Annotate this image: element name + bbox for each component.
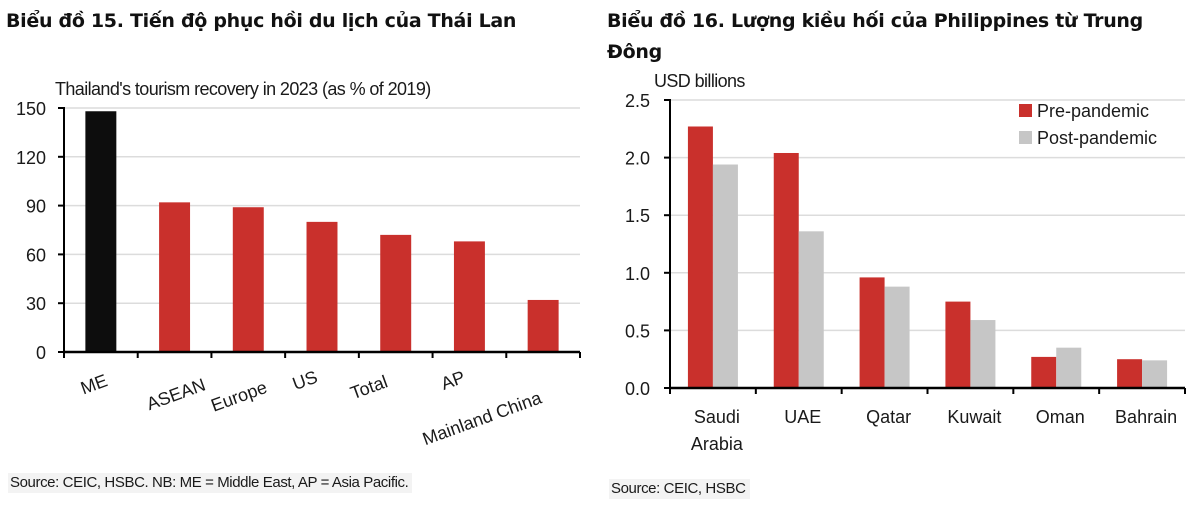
y-tick-label: 30 [26, 294, 46, 314]
chart-15-plot: 0 30 60 90 120 150 ME ASEAN Europe US Total APMainl… [16, 99, 581, 449]
chart-15-source: Source: CEIC, HSBC. NB: ME = Middle East… [8, 473, 413, 493]
bar-pre-pandemic-saudi-arabia [687, 126, 713, 388]
bar-post-pandemic-bahrain [1142, 360, 1168, 388]
x-category-label: Europe [208, 377, 269, 416]
bar-total [380, 234, 412, 352]
y-tick-label: 2.5 [625, 91, 650, 111]
x-category-label: US [290, 367, 320, 394]
bar-post-pandemic-saudi-arabia [712, 164, 738, 388]
bar-europe [232, 207, 264, 352]
bar-ap [453, 241, 485, 352]
chart-16-plot: 0.0 0.5 1.0 1.5 2.0 2.5 Saudi Arabia UAE Qatar Kuw… [625, 91, 1186, 454]
legend-swatch-pre-pandemic [1019, 104, 1032, 117]
y-tick-label: 0.5 [625, 321, 650, 341]
bar-mainland-china [527, 299, 559, 352]
x-category-label: Oman [1036, 407, 1085, 427]
legend-label: Pre-pandemic [1037, 101, 1149, 121]
bar-pre-pandemic-bahrain [1117, 359, 1143, 388]
chart-15-title: Thailand's tourism recovery in 2023 (as … [55, 79, 431, 99]
bar-me [85, 111, 117, 353]
bar-pre-pandemic-qatar [859, 277, 885, 388]
x-category-label: Saudi Arabia [691, 407, 744, 454]
bar-asean [159, 202, 191, 352]
x-category-label: Bahrain [1115, 407, 1177, 427]
x-category-label: Mainland China [420, 387, 545, 449]
chart-15-heading: Biểu đồ 15. Tiến độ phục hồi du lịch của… [6, 10, 517, 32]
y-tick-label: 90 [26, 197, 46, 217]
chart-16-heading: Biểu đồ 16. Lượng kiều hối của Philippin… [607, 10, 1143, 63]
x-category-label: Qatar [866, 407, 911, 427]
bar-post-pandemic-kuwait [970, 320, 996, 388]
x-category-label: UAE [784, 407, 821, 427]
legend-label: Post-pandemic [1037, 128, 1157, 148]
chart-16-unit-label: USD billions [654, 71, 745, 91]
bar-post-pandemic-uae [798, 231, 824, 388]
bar-us [306, 221, 338, 352]
y-tick-label: 120 [16, 148, 46, 168]
y-tick-label: 1.0 [625, 264, 650, 284]
x-category-label: Kuwait [947, 407, 1001, 427]
y-tick-label: 60 [26, 245, 46, 265]
y-tick-label: 150 [16, 99, 46, 119]
y-tick-label: 2.0 [625, 149, 650, 169]
bar-post-pandemic-oman [1056, 347, 1082, 388]
x-category-label: Total [348, 371, 391, 403]
bar-post-pandemic-qatar [884, 286, 910, 388]
x-category-label: ASEAN [144, 375, 208, 415]
legend: Pre-pandemic Post-pandemic [1019, 101, 1157, 148]
chart-16-source: Source: CEIC, HSBC [609, 479, 750, 499]
y-tick-label: 0.0 [625, 379, 650, 399]
legend-swatch-post-pandemic [1019, 131, 1032, 144]
bar-pre-pandemic-uae [773, 152, 799, 388]
y-tick-label: 0 [36, 343, 46, 363]
y-tick-label: 1.5 [625, 206, 650, 226]
x-category-label: AP [438, 367, 467, 394]
bar-pre-pandemic-kuwait [945, 301, 971, 388]
x-category-label: ME [78, 370, 110, 398]
bar-pre-pandemic-oman [1031, 356, 1057, 388]
